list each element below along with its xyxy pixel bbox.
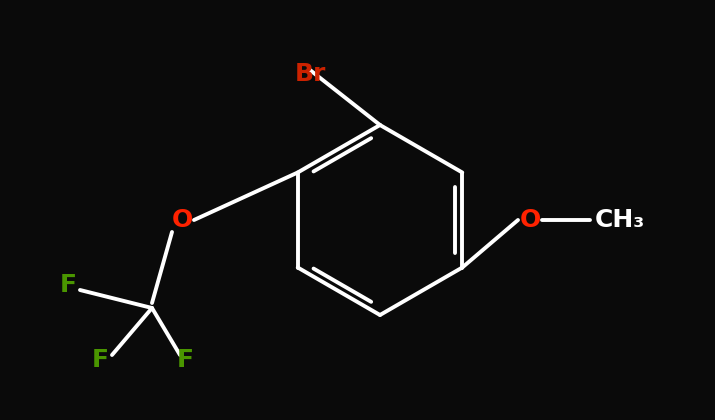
Text: F: F [59,273,77,297]
Text: Br: Br [295,62,326,86]
Text: CH₃: CH₃ [595,208,645,232]
Text: F: F [92,348,109,372]
Text: O: O [519,208,541,232]
Text: O: O [172,208,192,232]
Text: F: F [177,348,194,372]
